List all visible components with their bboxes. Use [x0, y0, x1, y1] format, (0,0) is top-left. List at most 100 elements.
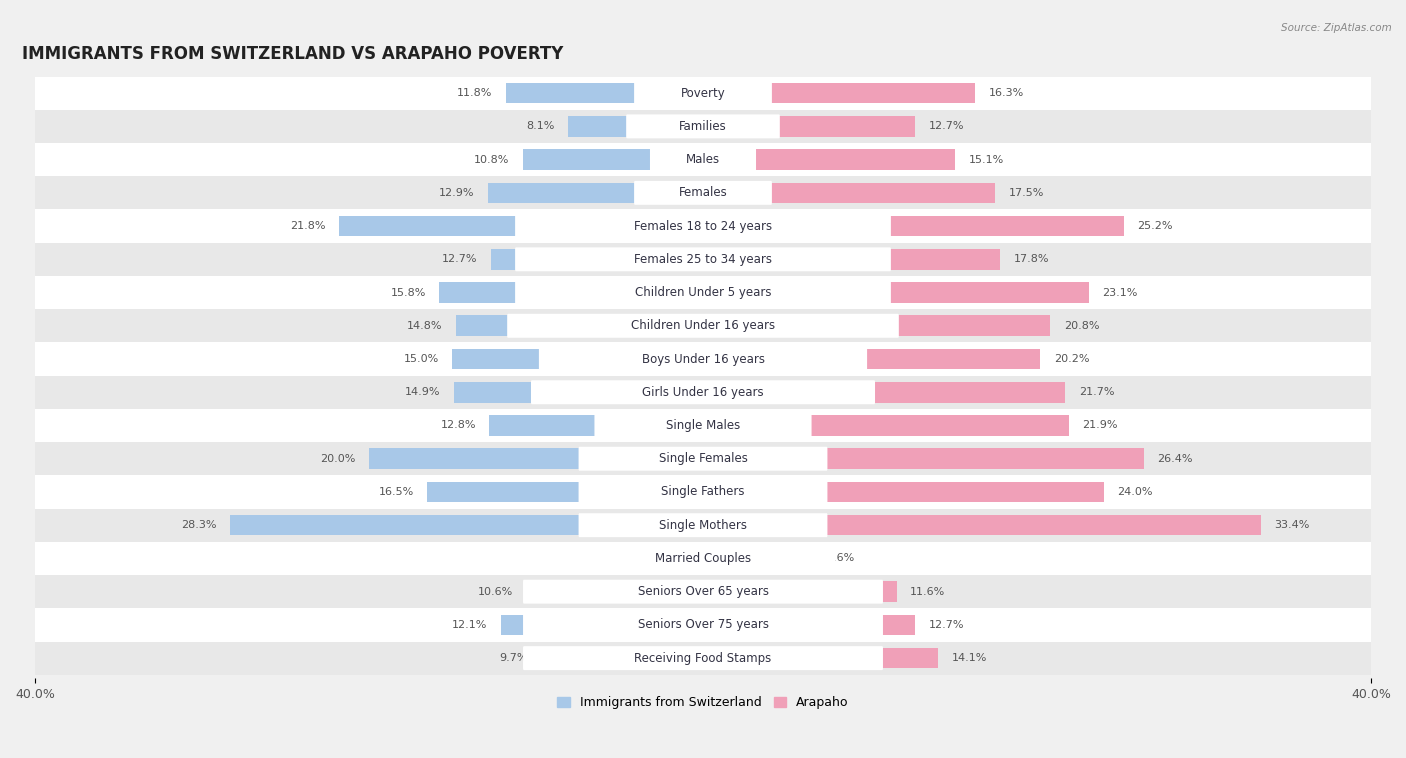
Bar [231, 515, 703, 535]
Bar [368, 449, 703, 469]
Text: 12.8%: 12.8% [440, 421, 475, 431]
Text: 9.7%: 9.7% [499, 653, 527, 663]
Text: 10.8%: 10.8% [474, 155, 509, 164]
Bar [501, 615, 703, 635]
Bar [35, 77, 1371, 110]
Text: Girls Under 16 years: Girls Under 16 years [643, 386, 763, 399]
FancyBboxPatch shape [515, 214, 891, 238]
FancyBboxPatch shape [579, 480, 827, 504]
Text: 17.5%: 17.5% [1008, 188, 1045, 198]
Bar [703, 315, 1050, 336]
Bar [703, 449, 1144, 469]
Bar [526, 581, 703, 602]
Text: Single Males: Single Males [666, 419, 740, 432]
Bar [35, 110, 1371, 143]
Text: 14.8%: 14.8% [406, 321, 443, 330]
Text: 10.6%: 10.6% [478, 587, 513, 597]
FancyBboxPatch shape [634, 181, 772, 205]
FancyBboxPatch shape [523, 646, 883, 670]
Text: 14.1%: 14.1% [952, 653, 987, 663]
Bar [506, 83, 703, 103]
Text: Boys Under 16 years: Boys Under 16 years [641, 352, 765, 365]
Text: Married Couples: Married Couples [655, 552, 751, 565]
Text: 12.9%: 12.9% [439, 188, 474, 198]
Bar [703, 349, 1040, 369]
FancyBboxPatch shape [531, 381, 875, 404]
Bar [523, 149, 703, 170]
Bar [491, 249, 703, 270]
Text: Males: Males [686, 153, 720, 166]
Text: 24.0%: 24.0% [1118, 487, 1153, 497]
Bar [35, 641, 1371, 675]
Text: 25.2%: 25.2% [1137, 221, 1173, 231]
Text: 8.1%: 8.1% [526, 121, 554, 131]
Text: 12.7%: 12.7% [928, 620, 965, 630]
Text: 20.0%: 20.0% [321, 454, 356, 464]
Text: Source: ZipAtlas.com: Source: ZipAtlas.com [1281, 23, 1392, 33]
Bar [703, 581, 897, 602]
Bar [339, 216, 703, 236]
Text: 20.8%: 20.8% [1064, 321, 1099, 330]
Bar [35, 409, 1371, 442]
Text: Seniors Over 75 years: Seniors Over 75 years [637, 619, 769, 631]
Text: 20.2%: 20.2% [1053, 354, 1090, 364]
Bar [703, 282, 1088, 303]
Text: Seniors Over 65 years: Seniors Over 65 years [637, 585, 769, 598]
Text: IMMIGRANTS FROM SWITZERLAND VS ARAPAHO POVERTY: IMMIGRANTS FROM SWITZERLAND VS ARAPAHO P… [21, 45, 562, 64]
Bar [703, 382, 1066, 402]
Text: 4.6%: 4.6% [585, 553, 613, 563]
Text: Females: Females [679, 186, 727, 199]
Text: 17.8%: 17.8% [1014, 255, 1049, 265]
Bar [703, 481, 1104, 503]
FancyBboxPatch shape [626, 114, 780, 139]
FancyBboxPatch shape [515, 247, 891, 271]
Bar [35, 475, 1371, 509]
Text: 15.0%: 15.0% [404, 354, 439, 364]
Text: 23.1%: 23.1% [1102, 287, 1137, 298]
Text: 28.3%: 28.3% [181, 520, 217, 530]
FancyBboxPatch shape [523, 580, 883, 603]
Bar [35, 376, 1371, 409]
Text: Single Fathers: Single Fathers [661, 485, 745, 499]
Text: Females 18 to 24 years: Females 18 to 24 years [634, 220, 772, 233]
Text: 21.9%: 21.9% [1083, 421, 1118, 431]
Text: 21.7%: 21.7% [1078, 387, 1115, 397]
Text: 33.4%: 33.4% [1274, 520, 1309, 530]
Text: 15.1%: 15.1% [969, 155, 1004, 164]
FancyBboxPatch shape [579, 446, 827, 471]
Text: Children Under 16 years: Children Under 16 years [631, 319, 775, 332]
Bar [626, 548, 703, 568]
Bar [35, 509, 1371, 542]
Bar [454, 382, 703, 402]
Bar [703, 548, 813, 568]
Bar [703, 249, 1000, 270]
Bar [703, 149, 955, 170]
Bar [35, 575, 1371, 608]
Bar [35, 309, 1371, 343]
Bar [427, 481, 703, 503]
Text: 12.7%: 12.7% [928, 121, 965, 131]
FancyBboxPatch shape [571, 547, 835, 570]
Bar [568, 116, 703, 136]
FancyBboxPatch shape [508, 314, 898, 338]
Bar [703, 515, 1261, 535]
Text: Single Females: Single Females [658, 453, 748, 465]
FancyBboxPatch shape [515, 280, 891, 305]
Bar [35, 608, 1371, 641]
Bar [35, 542, 1371, 575]
Bar [35, 442, 1371, 475]
Text: Families: Families [679, 120, 727, 133]
Bar [703, 615, 915, 635]
FancyBboxPatch shape [579, 513, 827, 537]
Text: Single Mothers: Single Mothers [659, 518, 747, 531]
Bar [703, 183, 995, 203]
Bar [453, 349, 703, 369]
FancyBboxPatch shape [634, 81, 772, 105]
Bar [703, 648, 938, 669]
Bar [35, 343, 1371, 376]
Text: 21.8%: 21.8% [290, 221, 326, 231]
Bar [456, 315, 703, 336]
Text: 14.9%: 14.9% [405, 387, 441, 397]
Text: Poverty: Poverty [681, 86, 725, 99]
Bar [35, 209, 1371, 243]
